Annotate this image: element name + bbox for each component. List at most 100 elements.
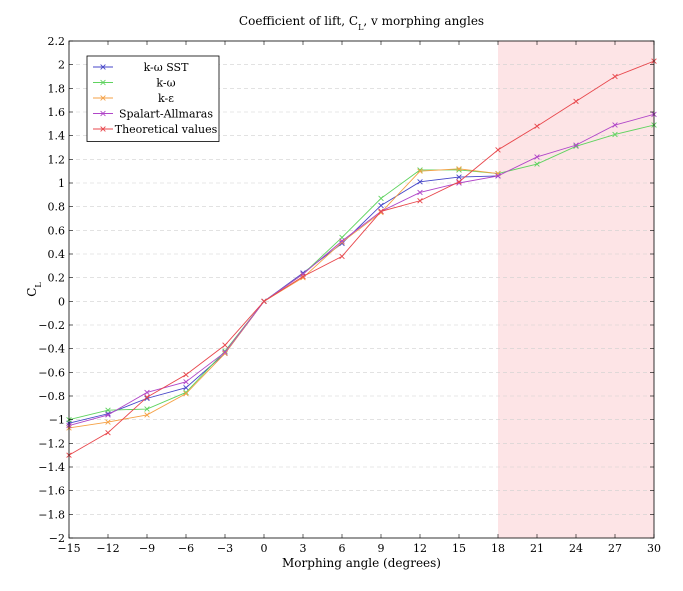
- data-point: [417, 168, 423, 174]
- legend-entry: Theoretical values: [93, 123, 218, 136]
- data-point: [339, 240, 345, 247]
- x-tick-label: 30: [647, 542, 661, 555]
- series-k-: [66, 166, 501, 431]
- data-point: [183, 384, 189, 391]
- y-tick-label: 0.8: [48, 201, 66, 214]
- axis-ticks: −15 −12 −9 −6 −3 0 3 6 9 12 15 18 21 24 27 30 −2 −1.8 −1.6…: [38, 35, 661, 555]
- y-tick-label: −1.6: [38, 485, 65, 498]
- y-tick-label: −2: [49, 532, 65, 545]
- data-point: [456, 174, 462, 180]
- data-point: [183, 379, 189, 385]
- y-tick-label: 1.2: [48, 153, 66, 166]
- data-point: [222, 350, 228, 357]
- x-tick-label: 9: [378, 542, 385, 555]
- x-tick-label: 3: [300, 542, 307, 555]
- series-line: [68, 124, 655, 421]
- series-line: [68, 60, 655, 456]
- x-tick-label: 21: [530, 542, 544, 555]
- x-tick-label: 15: [452, 542, 466, 555]
- x-axis-label: Morphing angle (degrees): [282, 556, 441, 570]
- data-point: [573, 98, 579, 105]
- legend-label: k-ε: [158, 92, 174, 105]
- y-tick-label: −0.2: [38, 319, 65, 332]
- data-point: [378, 208, 384, 215]
- y-tick-label: −0.4: [38, 343, 65, 356]
- data-point: [534, 161, 540, 167]
- legend-entry: Spalart-Allmaras: [93, 108, 213, 121]
- data-point: [105, 407, 111, 413]
- plot-frame: [68, 40, 655, 539]
- legend: k-ω SST k-ω k-ε Spalart-Allmaras Theoretical…: [86, 55, 220, 142]
- data-point: [495, 147, 501, 153]
- data-point: [456, 167, 462, 173]
- y-tick-label: 1.4: [48, 130, 66, 143]
- y-tick-label: 0.2: [48, 272, 66, 285]
- y-tick-label: −1.4: [38, 461, 65, 474]
- x-tick-label: −12: [96, 542, 119, 555]
- series-line: [68, 175, 499, 424]
- data-point: [612, 122, 618, 128]
- x-tick-label: −6: [178, 542, 194, 555]
- legend-box: [86, 55, 220, 142]
- y-tick-label: 1.6: [48, 106, 66, 119]
- y-tick-label: −0.8: [38, 390, 65, 403]
- x-tick-label: 18: [491, 542, 505, 555]
- legend-label: k-ω SST: [144, 61, 190, 74]
- data-point: [495, 173, 501, 179]
- data-point: [378, 202, 384, 209]
- data-point: [183, 390, 189, 397]
- series-line: [68, 168, 499, 429]
- series-k-sst: [66, 173, 501, 426]
- data-point: [261, 298, 267, 305]
- data-point: [222, 342, 228, 348]
- data-point: [456, 180, 462, 186]
- x-tick-label: −15: [57, 542, 80, 555]
- data-point: [183, 371, 189, 378]
- data-point: [573, 142, 579, 148]
- chart-title: Coefficient of lift, CL, v morphing angl…: [239, 14, 484, 32]
- x-tick-label: 6: [339, 542, 346, 555]
- data-point: [534, 154, 540, 160]
- legend-label: k-ω: [156, 77, 175, 90]
- data-point: [144, 389, 150, 396]
- data-point: [456, 166, 462, 172]
- data-point: [417, 179, 423, 185]
- y-tick-label: 0.6: [48, 224, 66, 237]
- data-point: [339, 239, 345, 245]
- data-point: [612, 73, 618, 80]
- y-axis-label: CL: [25, 282, 43, 297]
- data-point: [339, 253, 345, 260]
- data-point: [105, 419, 111, 425]
- data-point: [339, 238, 345, 244]
- x-tick-label: 12: [413, 542, 427, 555]
- y-tick-label: −1.8: [38, 508, 65, 521]
- x-tick-label: −9: [139, 542, 155, 555]
- legend-entry: k-ε: [93, 92, 174, 105]
- legend-entry: k-ω SST: [93, 61, 189, 74]
- data-point: [378, 195, 384, 202]
- data-point: [144, 406, 150, 412]
- x-tick-label: 27: [608, 542, 622, 555]
- y-tick-label: 0: [58, 295, 65, 308]
- y-tick-label: −1: [49, 414, 65, 427]
- legend-label: Spalart-Allmaras: [119, 108, 213, 121]
- data-point: [222, 349, 228, 355]
- x-tick-label: 0: [261, 542, 268, 555]
- x-tick-label: −3: [217, 542, 233, 555]
- data-point: [417, 198, 423, 204]
- data-point: [417, 189, 423, 196]
- x-tick-label: 24: [569, 542, 583, 555]
- y-tick-label: −1.2: [38, 437, 65, 450]
- data-point: [105, 412, 111, 418]
- data-point: [534, 123, 540, 129]
- data-point: [144, 394, 150, 400]
- data-point: [456, 179, 462, 185]
- series-line: [68, 113, 655, 427]
- y-tick-label: 1: [58, 177, 65, 190]
- y-tick-label: 1.8: [48, 82, 66, 95]
- data-point: [612, 131, 618, 138]
- y-tick-label: −0.6: [38, 366, 65, 379]
- y-tick-label: 0.4: [48, 248, 66, 261]
- data-point: [417, 167, 423, 173]
